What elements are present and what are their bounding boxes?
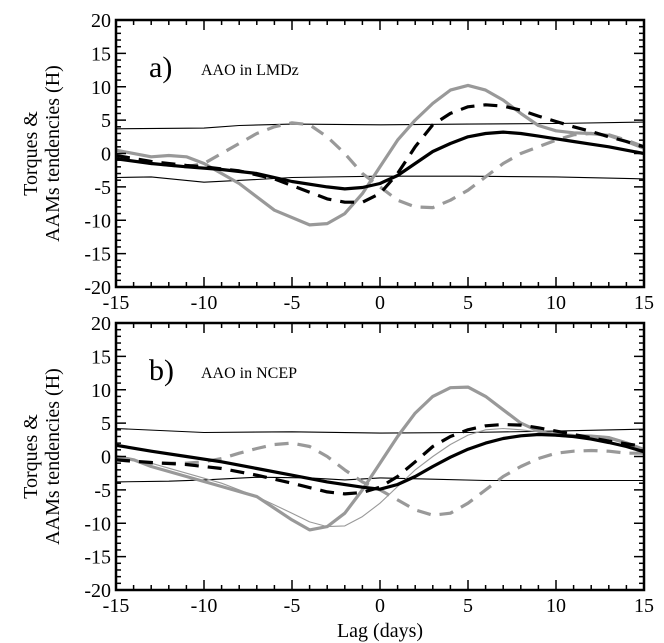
panel-b-y-tick-label: -5 [94, 480, 111, 502]
panel-a-letter: a) [149, 51, 172, 84]
panel-b-y-tick-label: -15 [84, 547, 111, 569]
panel-a-y-tick-label: 15 [91, 43, 111, 65]
panel-b-x-tick-label: -15 [103, 595, 130, 617]
panel-b-series-2-line [116, 476, 644, 483]
panel-a-x-tick-label: 5 [463, 292, 473, 314]
panel-b-y-tick-label: 5 [101, 413, 111, 435]
panel-a-y-tick-label: 10 [91, 77, 111, 99]
panel-a-y-tick-label: -20 [84, 277, 111, 299]
panel-a-title: AAO in LMDz [201, 62, 299, 79]
panel-a-y-tick-label: -10 [84, 210, 111, 232]
panel-b-x-tick-label: 0 [375, 595, 385, 617]
panel-a-x-tick-label: 15 [634, 292, 654, 314]
panel-a-series-3-line [116, 83, 644, 227]
panel-b-series-6-line [116, 432, 644, 491]
panel-b-y-tick-label: 0 [101, 447, 111, 469]
panel-b-y-tick-label: 10 [91, 380, 111, 402]
panel-a-series-1-line [116, 121, 644, 130]
panel-b-ylabel-line2: AAMs tendencies (H) [42, 368, 64, 545]
panel-a-ticks [115, 19, 645, 288]
panel-b-series-7-line [116, 422, 644, 496]
panel-b-y-tick-label: -20 [84, 580, 111, 602]
panel-b-ylabel-line1: Torques & [20, 414, 42, 499]
panel-a-y-tick-label: -5 [94, 177, 111, 199]
x-axis-title: Lag (days) [337, 620, 423, 642]
panel-b-x-tick-label: -5 [284, 595, 301, 617]
panel-b-y-tick-label: 15 [91, 346, 111, 368]
panel-a-x-tick-label: -15 [103, 292, 130, 314]
panel-a-x-tick-label: -5 [284, 292, 301, 314]
panel-a-y-tick-label: -15 [84, 244, 111, 266]
panel-a-x-tick-label: 0 [375, 292, 385, 314]
panel-a-series-2-line [116, 175, 644, 183]
panel-b-x-tick-label: 10 [546, 595, 566, 617]
panel-b-x-tick-label: -10 [191, 595, 218, 617]
panel-a-y-tick-label: 5 [101, 110, 111, 132]
panel-a-frame [114, 18, 646, 289]
panel-a-ylabel-line1: Torques & [20, 111, 42, 196]
panel-a-x-tick-label: 10 [546, 292, 566, 314]
panel-b-letter: b) [149, 354, 174, 387]
panel-b-x-tick-label: 5 [463, 595, 473, 617]
panel-a-series-4-line [116, 121, 644, 210]
panel-b-curves [116, 385, 644, 532]
panel-b-y-tick-label: -10 [84, 513, 111, 535]
panel-b-ticks [115, 322, 645, 591]
panel-a-y-tick-label: 0 [101, 144, 111, 166]
panel-a-curves [116, 83, 644, 227]
panel-a-ylabel-line2: AAMs tendencies (H) [42, 65, 64, 242]
panel-b-y-tick-label: 20 [91, 313, 111, 335]
panel-a-x-tick-label: -10 [191, 292, 218, 314]
panel-a-y-tick-label: 20 [91, 10, 111, 32]
panel-b-x-tick-label: 15 [634, 595, 654, 617]
panel-b-series-5-line [116, 441, 644, 517]
panel-b-title: AAO in NCEP [201, 365, 297, 382]
